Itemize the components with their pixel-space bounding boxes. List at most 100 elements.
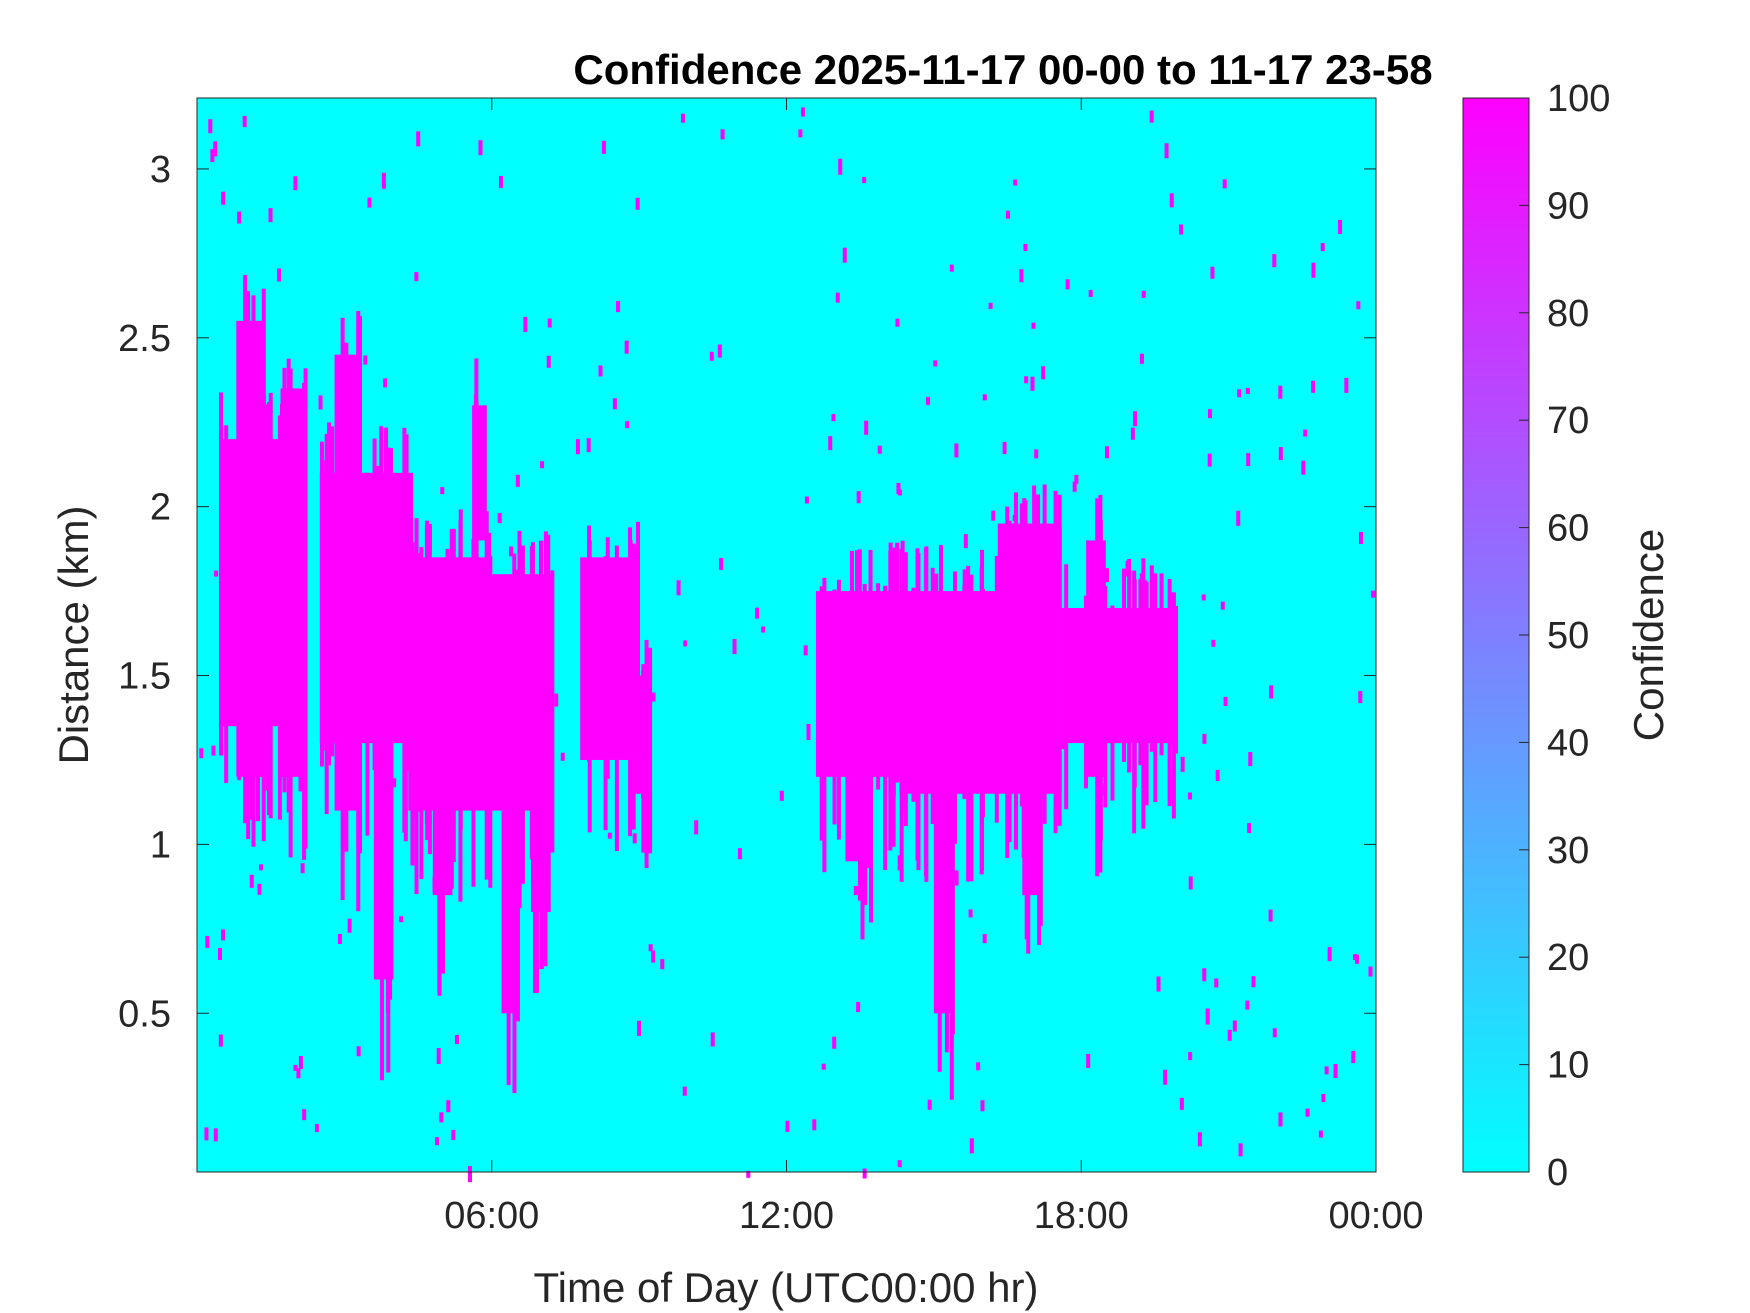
heatmap-streak — [1159, 573, 1164, 756]
heatmap-speckle-pixel — [293, 1064, 298, 1071]
y-tick-label: 2 — [150, 487, 171, 529]
heatmap-speckle-pixel — [806, 723, 811, 740]
heatmap-speckle-pixel — [1143, 637, 1148, 654]
heatmap-speckle-pixel — [832, 1036, 837, 1049]
heatmap-speckle-pixel — [1320, 243, 1325, 252]
heatmap-speckle-pixel — [980, 681, 985, 693]
heatmap-speckle-pixel — [720, 129, 725, 140]
heatmap-speckle-pixel — [1163, 1069, 1168, 1085]
heatmap-streak — [863, 710, 868, 905]
heatmap-streak — [883, 585, 888, 871]
heatmap-speckle-pixel — [1238, 1143, 1243, 1157]
heatmap-streak — [980, 588, 985, 818]
colorbar-tick-label: 10 — [1547, 1045, 1589, 1087]
colorbar-tick-label: 80 — [1547, 293, 1589, 335]
heatmap-speckle-pixel — [660, 959, 665, 970]
heatmap-streak — [962, 569, 967, 798]
heatmap-streak — [849, 550, 854, 844]
heatmap-cell-20 — [1061, 607, 1175, 744]
heatmap-speckle-pixel — [1301, 460, 1306, 475]
heatmap-streak — [1141, 558, 1146, 829]
heatmap-speckle-pixel — [1333, 1063, 1338, 1078]
heatmap-speckle-pixel — [949, 264, 954, 272]
heatmap-streak — [488, 556, 493, 888]
heatmap-streak — [417, 553, 422, 812]
heatmap-speckle-pixel — [1164, 143, 1169, 159]
heatmap-speckle-pixel — [1214, 978, 1219, 988]
heatmap-speckle-pixel — [1278, 1112, 1283, 1127]
heatmap-streak — [372, 438, 377, 771]
heatmap-speckle-pixel — [314, 1124, 319, 1133]
heatmap-speckle-pixel — [954, 443, 959, 458]
heatmap-streak — [1083, 595, 1088, 789]
heatmap-speckle-pixel — [451, 1129, 456, 1140]
heatmap-streak — [375, 465, 380, 837]
heatmap-streak — [930, 567, 935, 825]
heatmap-streak — [533, 730, 538, 994]
colorbar-tick-label: 30 — [1547, 830, 1589, 872]
heatmap-speckle-pixel — [804, 496, 809, 504]
heatmap-speckle-pixel — [862, 1168, 867, 1179]
heatmap-speckle-pixel — [897, 855, 902, 871]
heatmap-speckle-pixel — [635, 197, 640, 210]
heatmap-streak — [520, 545, 525, 884]
heatmap-speckle-pixel — [392, 778, 397, 788]
heatmap-speckle-pixel — [523, 609, 528, 624]
heatmap-speckle-pixel — [1060, 741, 1065, 750]
heatmap-speckle-pixel — [1246, 453, 1251, 467]
heatmap-speckle-pixel — [803, 645, 808, 656]
heatmap-speckle-pixel — [841, 737, 846, 750]
colorbar-tick-label: 40 — [1547, 722, 1589, 764]
heatmap-streak — [900, 540, 905, 815]
heatmap-speckle-pixel — [1344, 377, 1349, 393]
heatmap-speckle-pixel — [214, 570, 219, 577]
heatmap-streak — [538, 540, 543, 869]
heatmap-speckle-pixel — [1179, 1097, 1184, 1110]
heatmap-streak — [302, 382, 307, 860]
heatmap-streak — [451, 528, 456, 862]
heatmap-streak — [379, 591, 384, 1081]
y-tick-label: 1.5 — [118, 656, 171, 698]
heatmap-streak — [869, 707, 874, 923]
heatmap-streak — [1174, 606, 1179, 754]
heatmap-speckle-pixel — [575, 439, 580, 455]
heatmap-speckle-pixel — [895, 318, 900, 327]
heatmap-speckle-pixel — [1269, 685, 1274, 699]
heatmap-streak — [628, 527, 633, 837]
heatmap-speckle-pixel — [1338, 219, 1343, 234]
heatmap-speckle-pixel — [625, 421, 630, 429]
heatmap-streak — [1171, 592, 1176, 819]
heatmap-speckle-pixel — [1025, 538, 1030, 547]
heatmap-speckle-pixel — [612, 398, 617, 410]
heatmap-streak — [224, 425, 229, 783]
heatmap-speckle-pixel — [607, 832, 612, 839]
heatmap-streak — [384, 427, 389, 747]
x-tick-label: 12:00 — [739, 1195, 834, 1237]
heatmap-speckle-pixel — [1104, 568, 1109, 583]
heatmap-speckle-pixel — [546, 355, 551, 368]
heatmap-streak — [425, 520, 430, 841]
heatmap-streak — [419, 547, 424, 880]
heatmap-speckle-pixel — [818, 680, 823, 687]
heatmap-speckle-pixel — [1321, 1094, 1326, 1103]
heatmap-speckle-pixel — [436, 1048, 441, 1065]
heatmap-speckle-pixel — [213, 141, 218, 157]
heatmap-speckle-pixel — [1012, 514, 1017, 521]
x-tick-label: 18:00 — [1034, 1195, 1129, 1237]
heatmap-speckle-pixel — [1005, 210, 1010, 219]
heatmap-speckle-pixel — [779, 790, 784, 801]
heatmap-streak — [340, 317, 345, 901]
heatmap-speckle-pixel — [554, 693, 559, 707]
heatmap-speckle-pixel — [245, 291, 250, 302]
heatmap-speckle-pixel — [249, 874, 254, 888]
chart-title: Confidence 2025-11-17 00-00 to 11-17 23-… — [573, 46, 1432, 93]
heatmap-speckle-pixel — [835, 292, 840, 303]
heatmap-speckle-pixel — [523, 316, 528, 332]
heatmap-speckle-pixel — [211, 745, 216, 756]
heatmap-speckle-pixel — [432, 876, 437, 893]
heatmap-speckle-pixel — [440, 487, 445, 495]
heatmap-speckle-pixel — [968, 909, 973, 918]
colorbar-tick-label: 70 — [1547, 400, 1589, 442]
heatmap-speckle-pixel — [257, 883, 262, 895]
heatmap-streak — [255, 424, 260, 822]
